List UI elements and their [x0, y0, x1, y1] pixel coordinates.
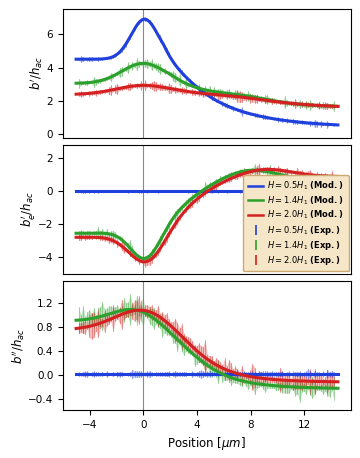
X-axis label: Position $[\mu m]$: Position $[\mu m]$	[167, 435, 247, 452]
Legend: $H = 0.5H_1$ $\mathbf{(Mod.)}$, $H = 1.4H_1$ $\mathbf{(Mod.)}$, $H = 2.0H_1$ $\m: $H = 0.5H_1$ $\mathbf{(Mod.)}$, $H = 1.4…	[243, 175, 348, 271]
Y-axis label: $b^{\prime}/h_{ac}$: $b^{\prime}/h_{ac}$	[29, 56, 45, 90]
Y-axis label: $b^{\prime}_{e}/h_{ac}$: $b^{\prime}_{e}/h_{ac}$	[18, 191, 36, 228]
Y-axis label: $b^{\prime\prime}/h_{ac}$: $b^{\prime\prime}/h_{ac}$	[10, 327, 27, 364]
